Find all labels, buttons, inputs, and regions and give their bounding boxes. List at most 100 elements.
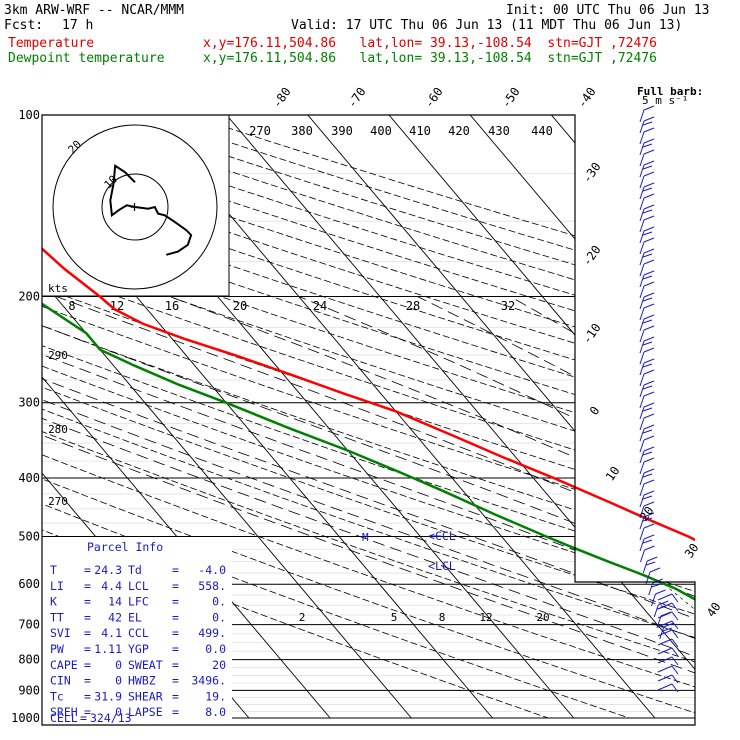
wind-barb	[639, 138, 655, 156]
parcel-cell-label: CELL	[50, 711, 78, 725]
isotherm-label--10: -10	[580, 321, 604, 347]
pressure-label-200: 200	[18, 290, 40, 304]
parcel-label-sweat: SWEAT	[128, 658, 163, 672]
parcel-row: CAPE = 0 SWEAT = 20	[50, 658, 226, 672]
wind-barb-low	[657, 638, 679, 648]
parcel-label-svi: SVI	[50, 626, 71, 640]
parcel-value-ccl: 499.	[198, 626, 226, 640]
mixing-ratio-label-5: 5	[391, 611, 398, 624]
isotherm-label--20: -20	[580, 243, 604, 269]
wind-barb	[639, 248, 655, 266]
wind-barbs	[639, 105, 679, 693]
mixing-ratio-label-20: 20	[536, 611, 549, 624]
wind-barb	[639, 468, 655, 486]
wind-barb	[639, 534, 655, 552]
pressure-label-300: 300	[18, 396, 40, 410]
parcel-row: PW = 1.11 YGP = 0.0	[50, 642, 226, 656]
wind-barb	[639, 325, 655, 343]
wind-barb	[639, 501, 655, 519]
pressure-label-600: 600	[18, 577, 40, 591]
parcel-eq: =	[84, 563, 91, 577]
theta-labels: 270 380 390 400 410 420 430 440	[249, 124, 553, 138]
wind-barb	[639, 512, 655, 530]
mixing-ratio-labels: 2 5 8 12 20	[299, 611, 550, 624]
parcel-label-t: T	[50, 563, 57, 577]
parcel-label-lapse: LAPSE	[128, 705, 163, 719]
isotherm-line	[42, 115, 412, 719]
moist-adiabat-line	[42, 296, 695, 719]
wind-barb-low	[657, 674, 679, 684]
wind-barb	[639, 523, 655, 541]
wind-barb-low	[657, 647, 679, 657]
dewpoint-location: x,y=176.11,504.86 lat,lon= 39.13,-108.54…	[203, 51, 657, 66]
wind-barb	[639, 380, 655, 398]
hodograph-frame	[41, 114, 230, 297]
parcel-value-cin: 0	[115, 674, 122, 688]
dry-adiabat-line	[42, 115, 695, 719]
valid-time: Valid: 17 UTC Thu 06 Jun 13 (11 MDT Thu …	[291, 18, 683, 33]
parcel-value-tc: 31.9	[94, 689, 122, 703]
parcel-eq: =	[84, 674, 91, 688]
wind-scale-label-24: 24	[313, 299, 327, 313]
wind-barb	[639, 358, 655, 376]
parcel-row: Tc = 31.9 SHEAR = 19.	[50, 689, 226, 703]
isotherm-label-40: 40	[704, 600, 724, 620]
parcel-info-title: Parcel Info	[87, 540, 163, 554]
parcel-value-ygp: 0.0	[205, 642, 226, 656]
wind-barb	[639, 204, 655, 222]
model-name: 3km ARW-WRF -- NCAR/MMM	[4, 3, 185, 18]
wind-barb	[639, 457, 655, 475]
wind-barb-low	[657, 665, 679, 675]
parcel-eq: =	[84, 658, 91, 672]
isotherm-labels: -80 -70 -60 -50 -40 -30 -20 -10 0 10 20 30 40	[270, 85, 724, 620]
isotherm-label--30: -30	[580, 160, 604, 186]
wind-barb	[639, 270, 655, 288]
isotherm-label-10: 10	[603, 464, 623, 484]
wind-barb	[639, 160, 655, 178]
parcel-label-tc: Tc	[50, 689, 64, 703]
pressure-label-800: 800	[18, 653, 40, 667]
wind-barb-low	[657, 593, 679, 603]
hodograph-ring-inner	[101, 173, 169, 241]
wind-barb	[639, 391, 655, 409]
pressure-labels: 100 200 300 400 500 600 700 800 900 1000	[11, 108, 40, 725]
isotherm-label-20: 20	[637, 504, 657, 524]
pressure-label-700: 700	[18, 618, 40, 632]
parcel-value-li: 4.4	[101, 579, 122, 593]
wind-barb	[639, 303, 655, 321]
parcel-eq: =	[172, 658, 179, 672]
wind-scale-label-8: 8	[68, 299, 75, 313]
wind-barb	[639, 259, 655, 277]
wind-barb-low	[657, 611, 679, 621]
wind-barb	[639, 215, 655, 233]
isotherm-label--40: -40	[575, 85, 599, 111]
parcel-label-cape: CAPE	[50, 658, 78, 672]
wind-barb	[639, 116, 655, 134]
wind-barb	[639, 127, 655, 145]
wind-barb	[639, 193, 655, 211]
parcel-label-hwbz: HWBZ	[128, 674, 156, 688]
theta-label-390: 390	[331, 124, 353, 138]
wind-barb-low	[657, 629, 679, 639]
dry-adiabat-line	[42, 115, 695, 719]
pressure-label-1000: 1000	[11, 711, 40, 725]
forecast-hour: 17 h	[62, 18, 94, 33]
parcel-label-el: EL	[128, 610, 142, 624]
isotherm-line	[469, 115, 695, 719]
wind-barb	[639, 490, 655, 508]
parcel-label-lfc: LFC	[128, 595, 149, 609]
parcel-label-sreh: SREH	[50, 705, 78, 719]
wind-barb	[639, 237, 655, 255]
wind-barb	[639, 314, 655, 332]
hodograph-trace	[109, 164, 193, 256]
parcel-value-t: 24.3	[94, 563, 122, 577]
temperature-profile	[42, 247, 695, 542]
parcel-eq: =	[172, 705, 179, 719]
wind-scale-label-20: 20	[233, 299, 247, 313]
ccl-cross-marker: M	[362, 531, 369, 544]
theta-label-420: 420	[448, 124, 470, 138]
parcel-value-td: -4.0	[198, 563, 226, 577]
hodograph-ring-outer	[52, 124, 218, 290]
dry-adiabat-line	[42, 115, 695, 719]
wind-barb	[639, 479, 655, 497]
